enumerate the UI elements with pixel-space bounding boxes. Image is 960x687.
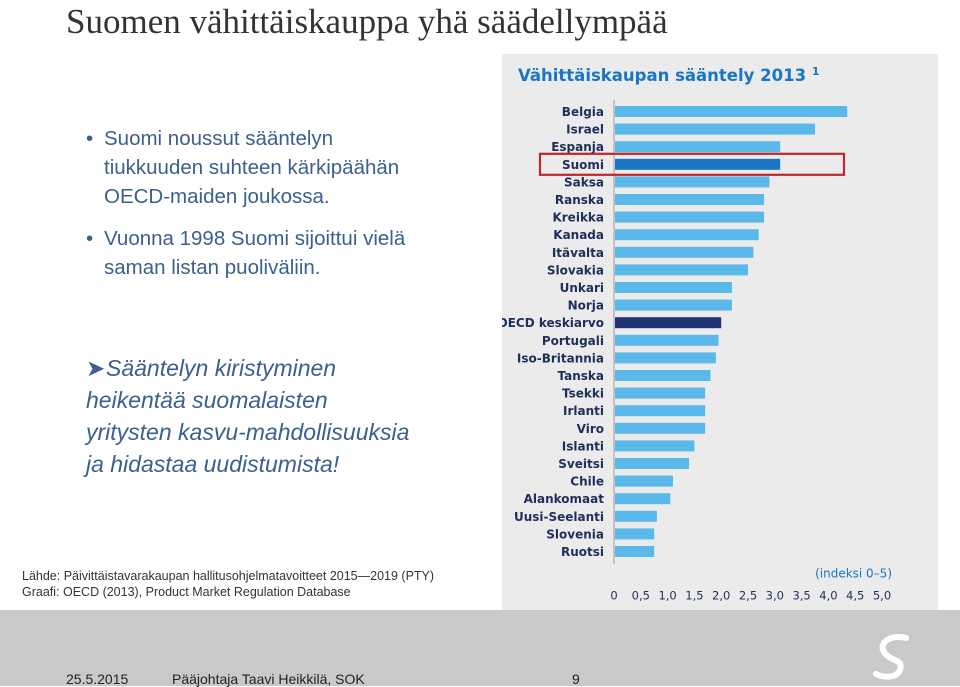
bar [615, 141, 781, 153]
category-label: Viro [577, 422, 604, 436]
category-label: OECD keskiarvo [502, 316, 604, 330]
x-tick-label: 4,0 [819, 589, 837, 603]
x-tick-label: 5,0 [873, 589, 891, 603]
bar [615, 264, 748, 276]
bullet-item: • Vuonna 1998 Suomi sijoittui vielä sama… [86, 224, 416, 282]
bar [615, 405, 706, 417]
x-tick-label: 4,5 [846, 589, 864, 603]
chart-title: Vähittäiskaupan sääntely 2013 1 [518, 65, 819, 85]
bar [615, 458, 690, 469]
category-label: Slovenia [546, 527, 604, 541]
bar [615, 510, 657, 522]
bar [615, 176, 770, 188]
x-tick-label: 1,0 [658, 589, 676, 603]
bullet-item: • Suomi noussut sääntelyn tiukkuuden suh… [86, 124, 416, 211]
highlight-box [538, 152, 846, 176]
x-tick-label: 3,5 [792, 589, 810, 603]
bullet-dot-icon: • [86, 127, 94, 150]
x-axis-label: (indeksi 0–5) [815, 567, 892, 581]
category-label: Norja [568, 299, 604, 313]
category-label: Kreikka [552, 211, 604, 225]
bar [615, 229, 759, 241]
x-tick-label: 2,0 [712, 589, 730, 603]
category-label: Saksa [564, 175, 604, 189]
bar [615, 211, 765, 223]
bar [615, 370, 711, 381]
s-logo-icon [873, 634, 909, 680]
source-line: Graafi: OECD (2013), Product Market Regu… [22, 585, 351, 599]
category-label: Irlanti [563, 404, 604, 418]
category-label: Itävalta [552, 246, 604, 260]
category-label: Portugali [542, 334, 604, 348]
slide-title: Suomen vähittäiskauppa yhä säädellympää [66, 2, 668, 41]
arrow-bullet-icon: ➤ [86, 355, 106, 381]
category-label: Tsekki [562, 387, 604, 401]
x-tick-label: 2,5 [739, 589, 757, 603]
category-label: Tanska [558, 369, 605, 383]
bar [615, 194, 765, 205]
category-label: Kanada [553, 228, 604, 242]
bar [615, 246, 754, 258]
bar [615, 440, 695, 452]
x-tick-label: 1,5 [685, 589, 703, 603]
category-label: Unkari [560, 281, 604, 295]
category-label: Espanja [551, 140, 604, 154]
bar [615, 282, 732, 293]
sub-bullet: ➤Sääntelyn kiristyminen heikentää suomal… [86, 352, 416, 480]
source-line: Lähde: Päivittäistavarakaupan hallitusoh… [22, 569, 435, 583]
category-label: Islanti [562, 439, 604, 453]
category-label: Chile [570, 475, 604, 489]
category-label: Suomi [562, 158, 604, 172]
bar [615, 352, 716, 364]
bullet-text: Vuonna 1998 Suomi sijoittui vielä saman … [104, 227, 406, 279]
category-label: Alankomaat [524, 492, 605, 506]
bar [615, 422, 706, 434]
category-label: Uusi-Seelanti [514, 510, 604, 524]
bullet-list: • Suomi noussut sääntelyn tiukkuuden suh… [86, 124, 416, 295]
chart-panel: Vähittäiskaupan sääntely 2013 1 Belgia Isr… [502, 54, 938, 610]
category-label: Iso-Britannia [517, 351, 604, 365]
footer-author: Pääjohtaja Taavi Heikkilä, SOK [172, 671, 365, 687]
category-label: Belgia [562, 105, 604, 119]
bar [615, 493, 671, 505]
footer-date: 25.5.2015 [66, 671, 129, 687]
source-note: Lähde: Päivittäistavarakaupan hallitusoh… [22, 568, 434, 600]
x-tick-label: 3,0 [766, 589, 784, 603]
sub-bullet-text: Sääntelyn kiristyminen heikentää suomala… [86, 355, 410, 477]
footer-page-number: 9 [572, 671, 580, 687]
bar [615, 387, 706, 399]
bar [615, 475, 673, 487]
bar [615, 334, 719, 346]
bar [615, 528, 655, 540]
x-tick-label: 0 [610, 589, 617, 603]
bar [615, 158, 781, 170]
bar [615, 546, 655, 557]
category-label: Slovakia [547, 263, 604, 277]
bar [615, 317, 722, 329]
category-label: Sveitsi [558, 457, 604, 471]
bullet-text: Suomi noussut sääntelyn tiukkuuden suhte… [104, 127, 400, 208]
x-tick-label: 0,5 [632, 589, 650, 603]
footer-band [0, 610, 960, 686]
category-label: Ruotsi [561, 545, 604, 559]
bar [615, 299, 732, 311]
bullet-dot-icon: • [86, 227, 94, 250]
bar-chart: Vähittäiskaupan sääntely 2013 1 Belgia Isr… [502, 65, 892, 603]
bar [615, 123, 815, 135]
bar [615, 106, 848, 117]
category-label: Ranska [555, 193, 604, 207]
category-label: Israel [566, 123, 604, 137]
